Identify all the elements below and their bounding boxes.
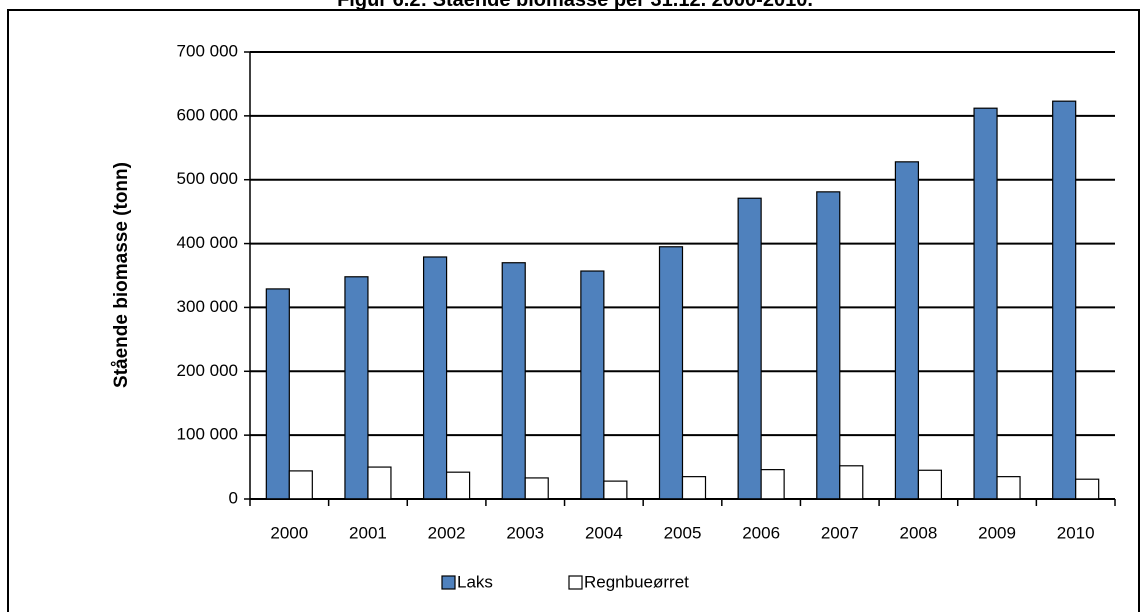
x-tick-label: 2006	[742, 523, 780, 542]
y-tick-label: 400 000	[177, 233, 238, 252]
bar	[737, 197, 762, 500]
bar	[344, 276, 369, 500]
bar	[894, 161, 920, 500]
bar	[658, 246, 684, 500]
bar	[760, 469, 785, 500]
y-tick-label: 300 000	[177, 297, 238, 316]
y-tick-label: 100 000	[177, 425, 238, 444]
bar	[367, 466, 392, 500]
x-tick-label: 2008	[899, 523, 937, 542]
y-tick-label: 600 000	[177, 105, 238, 124]
bar	[839, 465, 864, 500]
bar	[1052, 100, 1077, 500]
bar	[422, 256, 448, 500]
bar	[501, 262, 526, 500]
x-tick-label: 2002	[428, 523, 466, 542]
bar	[1075, 478, 1100, 500]
y-tick-label: 500 000	[177, 169, 238, 188]
x-tick-label: 2001	[349, 523, 387, 542]
bar	[973, 107, 998, 500]
bar	[603, 480, 628, 500]
legend-label: Laks	[457, 572, 493, 591]
bar	[681, 476, 707, 500]
x-tick-label: 2003	[506, 523, 544, 542]
y-tick-label: 200 000	[177, 361, 238, 380]
x-tick-label: 2007	[821, 523, 859, 542]
bar	[816, 191, 841, 500]
bar	[996, 476, 1021, 500]
chart-frame	[7, 9, 1140, 612]
bar	[445, 471, 471, 500]
legend-swatch	[441, 575, 456, 590]
bar	[524, 477, 549, 500]
chart-title: Figur 6.2: Stående biomasse per 31.12. 2…	[337, 0, 813, 11]
y-tick-label: 0	[229, 488, 238, 507]
x-tick-label: 2004	[585, 523, 623, 542]
bar	[917, 469, 943, 500]
bar	[580, 270, 605, 500]
y-tick-label: 700 000	[177, 41, 238, 60]
bar	[288, 470, 313, 500]
x-tick-label: 2000	[270, 523, 308, 542]
x-tick-label: 2010	[1057, 523, 1095, 542]
legend-label: Regnbueørret	[584, 572, 689, 591]
x-tick-label: 2005	[664, 523, 702, 542]
bar	[265, 288, 290, 500]
x-tick-label: 2009	[978, 523, 1016, 542]
legend-swatch	[568, 575, 583, 590]
y-axis-label: Stående biomasse (tonn)	[111, 162, 132, 388]
